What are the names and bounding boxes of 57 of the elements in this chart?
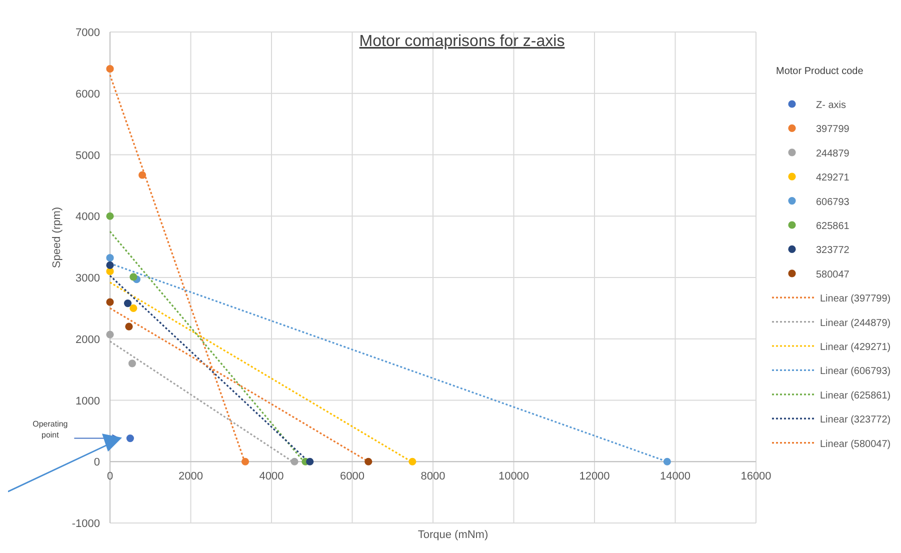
point (126, 434, 134, 442)
x-tick-label: 6000 (340, 470, 364, 483)
point (130, 273, 138, 281)
point (130, 304, 138, 312)
point (138, 171, 146, 179)
point (106, 212, 114, 220)
legend-label: 625861 (816, 221, 850, 232)
x-axis-title: Torque (mNm) (418, 529, 488, 541)
x-tick-label: 4000 (259, 470, 284, 483)
point (125, 322, 133, 330)
legend-label: Linear (397799) (820, 294, 891, 305)
point (408, 458, 416, 466)
point (106, 65, 114, 73)
point (290, 458, 298, 466)
x-tick-label: 2000 (178, 470, 203, 483)
y-tick-label: 7000 (76, 27, 100, 39)
legend-label: Linear (244879) (820, 318, 891, 329)
y-axis-title: Speed (rpm) (51, 206, 63, 268)
y-tick-label: 4000 (76, 211, 100, 224)
y-tick-label: -1000 (72, 518, 100, 530)
chart-title: Motor comaprisons for z-axis (359, 33, 565, 50)
y-tick-label: 1000 (76, 395, 100, 408)
text: Operating point (32, 419, 68, 440)
legend-label: 397799 (816, 124, 850, 136)
point (306, 458, 314, 466)
point (106, 298, 114, 306)
legend-label: 429271 (816, 172, 850, 184)
point (106, 330, 114, 338)
x-tick-label: 16000 (740, 470, 772, 483)
y-tick-label: 5000 (76, 150, 100, 162)
point (364, 458, 372, 466)
y-tick-label: 2000 (76, 334, 100, 346)
point (241, 458, 250, 466)
legend-label: Linear (606793) (820, 366, 891, 378)
x-tick-label: 0 (106, 470, 114, 483)
legend-label: Linear (429271) (820, 342, 891, 353)
point (124, 299, 132, 308)
legend-label: 580047 (816, 269, 850, 280)
point (663, 458, 671, 466)
y-tick-label: 0 (94, 456, 100, 469)
y-tick-label: 6000 (76, 88, 100, 100)
legend-label: 323772 (816, 245, 850, 256)
x-tick-label: 12000 (579, 470, 610, 483)
x-tick-label: 8000 (420, 470, 446, 483)
point (106, 254, 114, 262)
point (128, 360, 136, 368)
legend-label: 244879 (816, 148, 850, 160)
legend-label: Z- axis (816, 100, 846, 111)
point (106, 261, 114, 270)
y-tick-label: 3000 (76, 272, 100, 284)
legend-title: Motor Product code (776, 66, 864, 77)
x-tick-label: 10000 (498, 470, 530, 483)
legend-label: Linear (625861) (820, 390, 891, 402)
x-tick-label: 14000 (660, 470, 691, 483)
legend-label: 606793 (816, 196, 850, 208)
legend-label: Linear (323772) (820, 414, 891, 426)
legend-label: Linear (580047) (820, 438, 891, 450)
